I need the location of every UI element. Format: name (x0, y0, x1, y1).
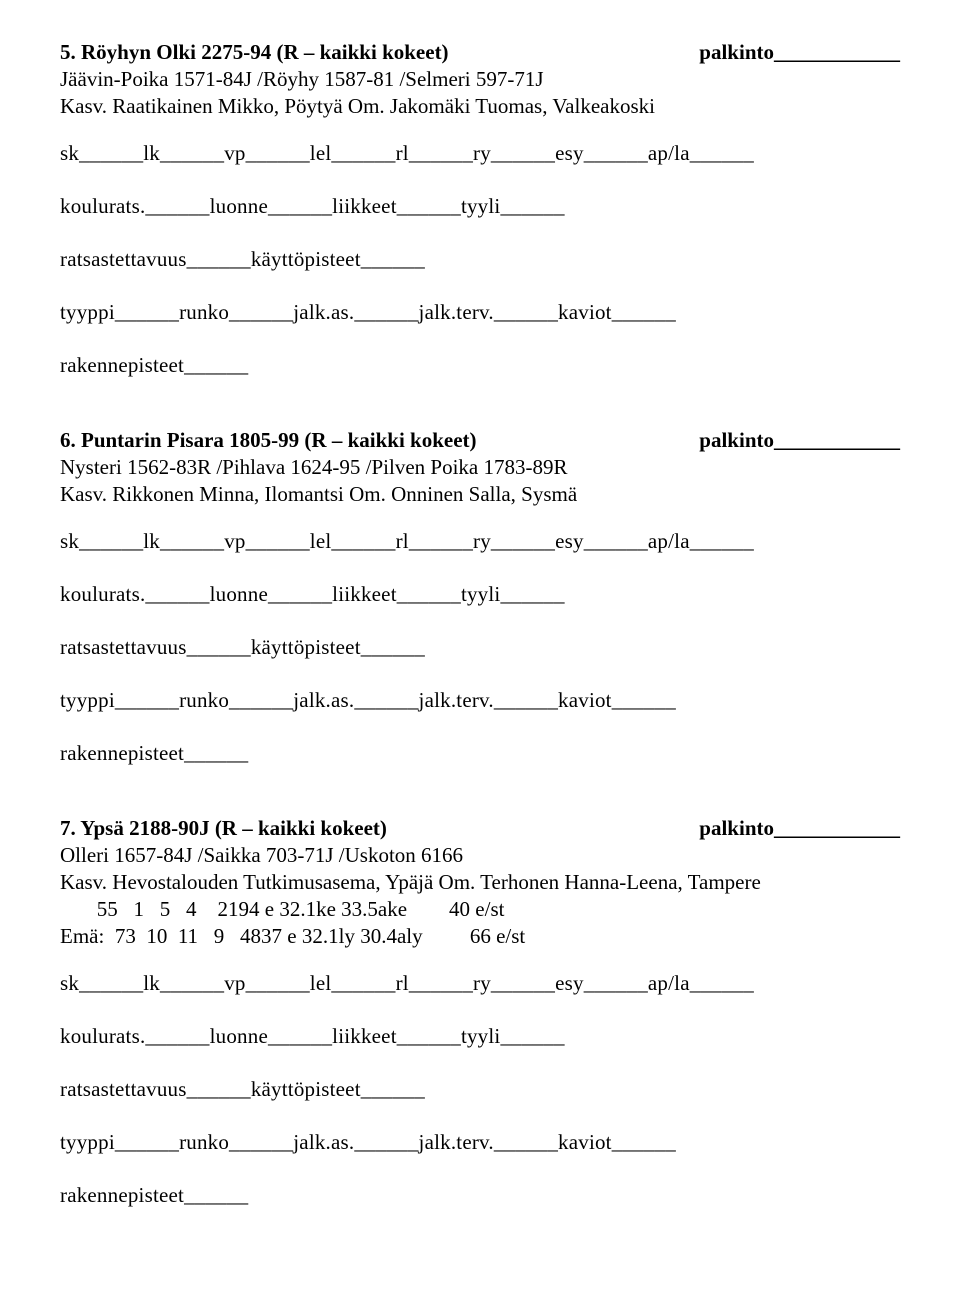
form-riding-line: ratsastettavuus______käyttöpisteet______ (60, 247, 900, 272)
form-measurements-line: sk______lk______vp______lel______rl_____… (60, 529, 900, 554)
stats-line: 55 1 5 4 2194 e 32.1ke 33.5ake 40 e/st (60, 897, 900, 922)
form-type-line: tyyppi______runko______jalk.as.______jal… (60, 300, 900, 325)
form-structure-line: rakennepisteet______ (60, 353, 900, 378)
form-structure-line: rakennepisteet______ (60, 741, 900, 766)
entry-title-row: 6. Puntarin Pisara 1805-99 (R – kaikki k… (60, 428, 900, 453)
entry-title-row: 7. Ypsä 2188-90J (R – kaikki kokeet) pal… (60, 816, 900, 841)
form-structure-line: rakennepisteet______ (60, 1183, 900, 1208)
form-measurements-line: sk______lk______vp______lel______rl_____… (60, 141, 900, 166)
entry-title: 6. Puntarin Pisara 1805-99 (R – kaikki k… (60, 428, 477, 453)
prize-field: palkinto____________ (699, 816, 900, 841)
form-type-line: tyyppi______runko______jalk.as.______jal… (60, 1130, 900, 1155)
entry-title-row: 5. Röyhyn Olki 2275-94 (R – kaikki kokee… (60, 40, 900, 65)
entry-title: 5. Röyhyn Olki 2275-94 (R – kaikki kokee… (60, 40, 449, 65)
form-character-line: koulurats.______luonne______liikkeet____… (60, 582, 900, 607)
form-character-line: koulurats.______luonne______liikkeet____… (60, 194, 900, 219)
pedigree-line: Jäävin-Poika 1571-84J /Röyhy 1587-81 /Se… (60, 67, 900, 92)
stats-line: Emä: 73 10 11 9 4837 e 32.1ly 30.4aly 66… (60, 924, 900, 949)
prize-field: palkinto____________ (699, 40, 900, 65)
pedigree-line: Olleri 1657-84J /Saikka 703-71J /Uskoton… (60, 843, 900, 868)
form-measurements-line: sk______lk______vp______lel______rl_____… (60, 971, 900, 996)
horse-entry: 6. Puntarin Pisara 1805-99 (R – kaikki k… (60, 428, 900, 766)
breeder-owner-line: Kasv. Hevostalouden Tutkimusasema, Ypäjä… (60, 870, 900, 895)
breeder-owner-line: Kasv. Raatikainen Mikko, Pöytyä Om. Jako… (60, 94, 900, 119)
entry-title: 7. Ypsä 2188-90J (R – kaikki kokeet) (60, 816, 387, 841)
form-character-line: koulurats.______luonne______liikkeet____… (60, 1024, 900, 1049)
form-riding-line: ratsastettavuus______käyttöpisteet______ (60, 635, 900, 660)
form-type-line: tyyppi______runko______jalk.as.______jal… (60, 688, 900, 713)
pedigree-line: Nysteri 1562-83R /Pihlava 1624-95 /Pilve… (60, 455, 900, 480)
form-riding-line: ratsastettavuus______käyttöpisteet______ (60, 1077, 900, 1102)
document-page: 5. Röyhyn Olki 2275-94 (R – kaikki kokee… (0, 0, 960, 1298)
prize-field: palkinto____________ (699, 428, 900, 453)
breeder-owner-line: Kasv. Rikkonen Minna, Ilomantsi Om. Onni… (60, 482, 900, 507)
horse-entry: 7. Ypsä 2188-90J (R – kaikki kokeet) pal… (60, 816, 900, 1208)
horse-entry: 5. Röyhyn Olki 2275-94 (R – kaikki kokee… (60, 40, 900, 378)
